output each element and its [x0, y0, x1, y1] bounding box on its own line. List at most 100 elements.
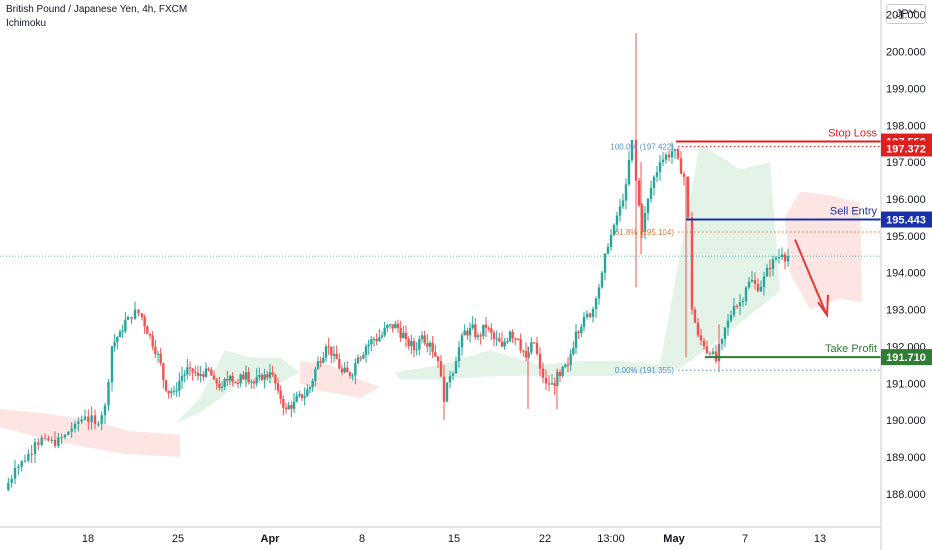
candle-body	[476, 335, 480, 338]
candle-body	[70, 428, 73, 432]
candle-body	[402, 332, 405, 338]
candle-body	[506, 341, 509, 343]
time-tick-label: 8	[359, 533, 365, 545]
candle-body	[514, 338, 517, 340]
cloud-area	[0, 409, 180, 457]
candle-body	[410, 341, 413, 347]
candle-body	[378, 337, 381, 341]
fib-0-label: 0.00% (191.355)	[615, 366, 674, 375]
candle-body	[202, 374, 205, 377]
candle-body	[655, 172, 659, 177]
candle-body	[508, 331, 512, 342]
candle-body	[561, 366, 564, 376]
candle-body	[271, 372, 274, 375]
price-axis: 188.000189.000190.000191.000192.000193.0…	[881, 10, 932, 501]
candle-body	[786, 256, 790, 262]
candle-body	[522, 350, 525, 352]
price-tick-label: 197.000	[886, 157, 926, 169]
candle-body	[597, 287, 601, 299]
stop-loss-2-tag	[881, 140, 932, 157]
candle-body	[162, 363, 165, 381]
candle-body	[471, 324, 474, 328]
candle-body	[266, 374, 269, 378]
candle-body	[367, 344, 370, 347]
currency-selector[interactable]: JPY	[886, 4, 926, 24]
candle-body	[418, 339, 421, 350]
candle-body	[290, 405, 293, 409]
candle-body	[774, 257, 778, 260]
candle-body	[10, 478, 13, 483]
candle-body	[474, 324, 477, 338]
candle-body	[487, 327, 490, 329]
candle-body	[705, 346, 709, 354]
candle-body	[362, 355, 365, 359]
candle-body	[574, 331, 578, 348]
candle-body	[316, 361, 320, 369]
candle-body	[495, 338, 498, 340]
candle-body	[624, 184, 628, 201]
candle-body	[516, 338, 520, 340]
candle-body	[621, 200, 625, 207]
candle-body	[693, 309, 697, 323]
candle-body	[585, 313, 589, 317]
price-tick-label: 200.000	[886, 47, 926, 59]
candle-body	[750, 280, 754, 282]
candle-body	[558, 372, 562, 376]
candle-body	[154, 346, 157, 354]
candle-body	[231, 375, 234, 382]
candle-body	[258, 375, 261, 378]
candle-body	[582, 316, 586, 327]
candle-body	[500, 341, 504, 347]
price-tick-label: 189.000	[886, 452, 926, 464]
price-tick-label: 195.000	[886, 231, 926, 243]
candle-body	[511, 331, 514, 339]
candle-body	[167, 390, 170, 394]
candle-body	[137, 309, 140, 314]
candle-body	[148, 333, 152, 336]
candle-body	[27, 453, 30, 461]
candle-body	[63, 434, 67, 438]
candle-body	[175, 390, 178, 392]
candle-body	[609, 234, 613, 247]
candle-body	[753, 280, 757, 284]
candle-body	[308, 386, 312, 390]
ichimoku-cloud	[0, 143, 862, 457]
candle-body	[535, 342, 539, 354]
candle-body	[340, 368, 344, 373]
take-profit-label: Take Profit	[825, 343, 877, 355]
candle-body	[226, 379, 229, 381]
candle-body	[630, 140, 634, 160]
candle-body	[17, 466, 20, 469]
candle-body	[215, 379, 218, 384]
candle-body	[314, 368, 317, 381]
candle-body	[250, 381, 253, 383]
candle-body	[126, 316, 130, 320]
candle-body	[603, 253, 607, 273]
candle-body	[466, 330, 469, 336]
candle-body	[375, 339, 378, 341]
candle-body	[600, 272, 604, 288]
candle-body	[569, 354, 572, 365]
candle-body	[263, 374, 266, 380]
candle-body	[640, 205, 644, 233]
candle-body	[649, 187, 653, 200]
candle-body	[33, 442, 37, 455]
candle-body	[566, 364, 570, 366]
candle-body	[404, 332, 408, 340]
candle-body	[594, 298, 598, 310]
candle-body	[13, 468, 17, 479]
candle-body	[572, 347, 575, 355]
candle-body	[351, 375, 354, 377]
candle-body	[747, 281, 751, 288]
candle-body	[218, 383, 221, 388]
candle-body	[244, 372, 248, 380]
candle-body	[348, 372, 352, 376]
candle-body	[322, 357, 325, 363]
candle-body	[503, 341, 506, 347]
candle-body	[87, 416, 90, 422]
candle-body	[564, 364, 567, 367]
cloud-area	[175, 350, 300, 424]
candle-body	[580, 326, 583, 334]
candle-body	[460, 335, 464, 348]
